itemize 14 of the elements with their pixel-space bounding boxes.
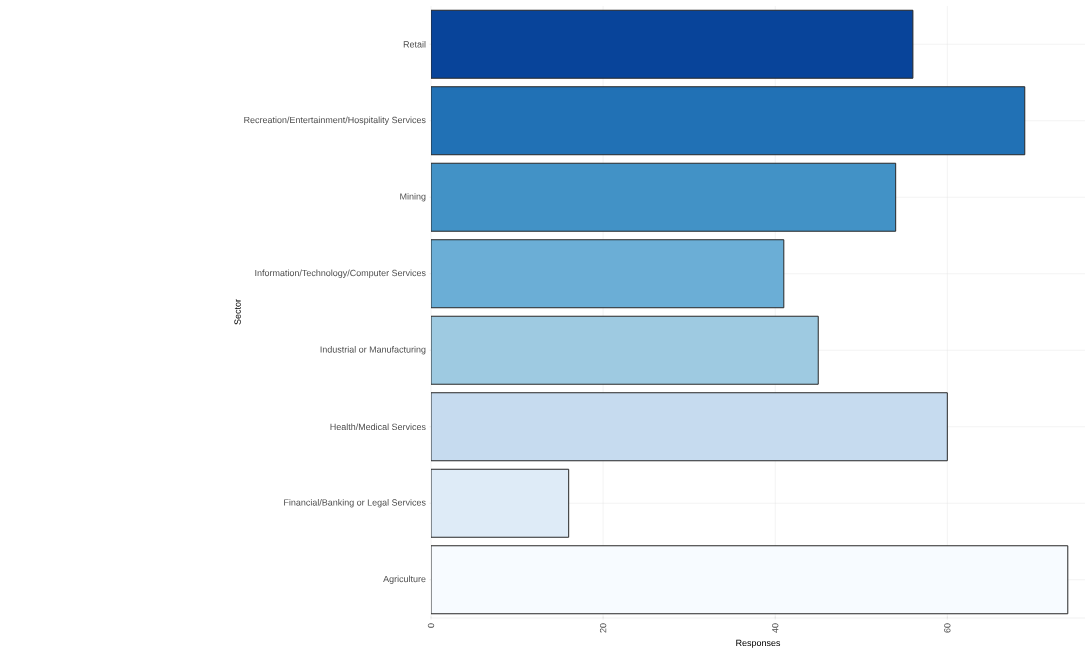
y-tick-label: Mining <box>400 193 426 202</box>
y-tick-label: Agriculture <box>383 575 426 584</box>
y-tick-label: Recreation/Entertainment/Hospitality Services <box>244 116 426 125</box>
y-tick-label: Health/Medical Services <box>330 423 426 431</box>
y-tick-label: Industrial or Manufacturing <box>320 346 426 355</box>
x-axis-title: Responses <box>736 639 781 648</box>
y-tick-label: Financial/Banking or Legal Services <box>284 499 426 508</box>
x-tick-label: 40 <box>772 623 779 633</box>
y-tick-label: Information/Technology/Computer Services <box>255 269 426 278</box>
x-tick-label: 20 <box>599 623 607 633</box>
x-tick-label: 0 <box>427 623 435 628</box>
y-tick-label: Retail <box>403 40 426 48</box>
y-axis-title: Sector <box>234 299 241 325</box>
x-tick-label: 60 <box>944 623 951 633</box>
